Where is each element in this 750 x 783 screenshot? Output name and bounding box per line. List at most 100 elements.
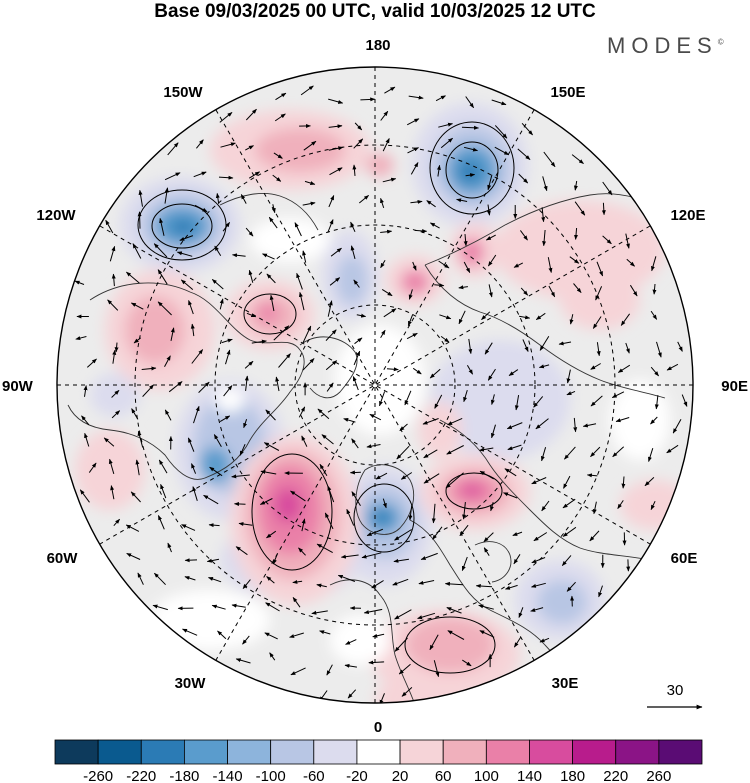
wind-arrow [384,86,396,94]
wind-arrow [111,410,121,419]
wind-arrow [330,247,342,257]
wind-arrow [141,366,157,371]
wind-arrow [259,498,273,505]
wind-arrow [574,201,586,216]
wind-arrow [504,468,517,477]
colorbar-tick-label: 180 [560,768,585,783]
wind-arrow [157,269,168,285]
wind-arrow [164,187,169,204]
longitude-labels: 180 0 90W 90E 150W 120W 60W 30W 150E 120… [2,37,748,736]
wind-arrow [435,95,446,102]
wind-arrow [113,518,120,527]
wind-arrow [440,335,450,343]
wind-arrow [181,524,196,531]
wind-arrow [483,547,490,556]
wind-arrow [563,475,571,489]
wind-arrow [621,476,626,489]
wind-arrow [264,632,278,640]
wind-arrow [266,576,275,584]
wind-arrow [225,349,231,365]
wind-arrow [361,552,382,559]
copyright-mark: © [717,37,724,47]
colorbar-tick-label: 220 [603,768,628,783]
colorbar-swatch [227,739,272,765]
wind-arrow [494,125,508,139]
wind-arrow [566,581,576,592]
wind-arrow [542,229,547,247]
wind-arrow [380,110,389,121]
wind-arrow [586,473,598,478]
wind-arrow [479,630,495,638]
wind-arrow [138,189,143,207]
wind-arrow [530,607,544,612]
wind-arrow [88,462,97,473]
lon-label-30e: 30E [552,675,579,692]
wind-arrow [274,113,286,122]
wind-arrow [486,204,491,216]
wind-arrow [196,139,204,149]
colorbar-tick-label: 140 [517,768,542,783]
wind-arrow [446,607,462,614]
wind-arrow [329,167,343,176]
wind-arrow [672,418,682,434]
wind-arrow [167,542,172,553]
wind-arrow [111,389,120,398]
wind-arrow [326,664,333,676]
wind-arrow [458,285,468,290]
wind-arrow [481,311,491,321]
wind-arrow [316,583,327,588]
wind-arrow [354,337,363,345]
wind-arrow [266,273,276,284]
wind-arrow [245,145,254,151]
wind-arrow [137,572,144,585]
wind-arrow [590,363,601,370]
wind-arrow [461,556,468,572]
wind-arrow [408,289,413,300]
wind-arrow [564,446,576,460]
wind-arrow [329,277,341,286]
wind-arrow [218,175,234,180]
wind-arrow [598,585,603,598]
wind-arrow [319,463,328,476]
wind-arrow [296,272,303,290]
colorbar-swatch [270,739,315,765]
wind-arrow [371,580,384,589]
wind-arrow [345,639,357,645]
wind-arrow [164,409,172,421]
wind-arrow [242,635,250,645]
wind-arrow [198,381,210,393]
wind-arrow [407,147,419,154]
colorbar-swatch [140,739,185,765]
wind-arrow [304,180,316,185]
wind-arrow [220,142,236,148]
wind-arrow [235,658,251,664]
wind-arrow [184,576,196,581]
wind-arrow [429,634,439,651]
wind-arrow [343,418,356,423]
wind-arrow [108,458,115,475]
wind-arrow [353,279,360,288]
wind-arrow [531,557,546,564]
wind-arrow [209,466,223,477]
wind-arrow [358,195,369,204]
wind-arrow [429,222,440,229]
wind-arrow [666,363,679,371]
wind-arrow [650,366,659,377]
wind-arrow [191,349,204,364]
wind-arrow [446,445,464,455]
wind-arrow [214,245,222,257]
wind-arrow [194,204,208,213]
wind-arrow [325,329,337,341]
wind-arrow [447,630,465,640]
wind-arrow [298,406,306,418]
wind-arrow [235,546,248,556]
wind-arrow [612,446,625,458]
wind-arrow [352,376,359,391]
wind-arrow [562,498,576,509]
wind-arrow [135,459,140,476]
lon-label-0: 0 [374,719,382,736]
wind-arrow [484,342,493,355]
wind-arrow [382,138,390,152]
wind-arrow [86,358,97,368]
wind-arrow [354,122,363,131]
